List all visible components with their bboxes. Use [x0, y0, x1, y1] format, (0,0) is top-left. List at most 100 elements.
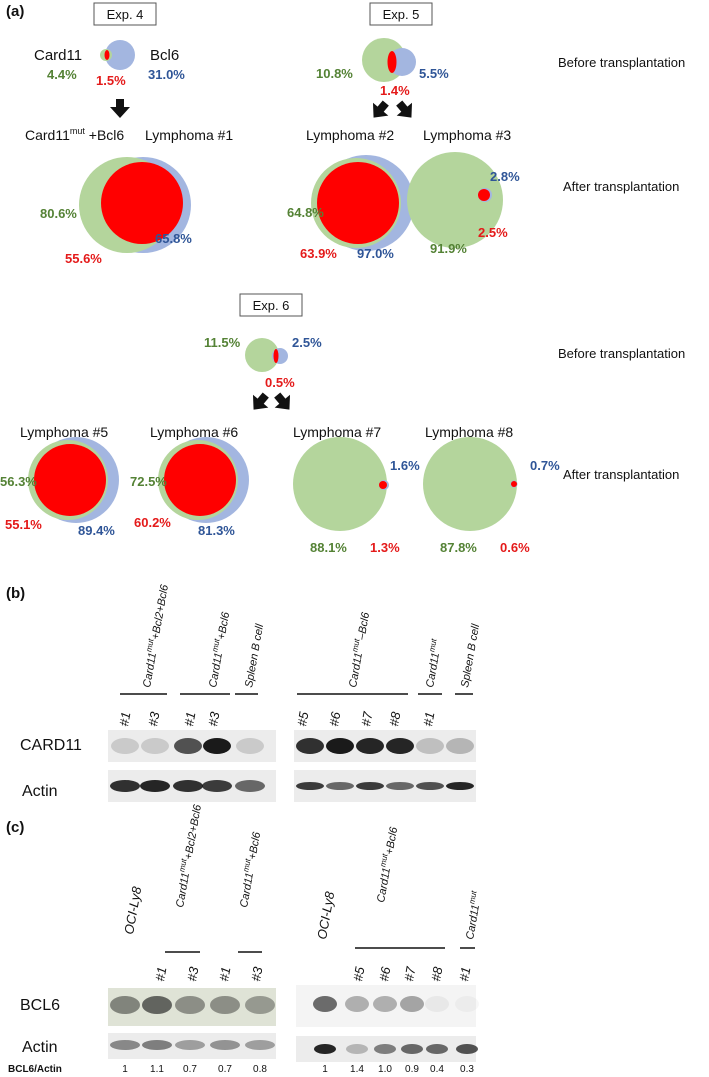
text-part: mut [70, 126, 86, 136]
group-label: Card11mut+Bcl2+Bcl6 [138, 582, 171, 688]
band [210, 996, 240, 1014]
band [356, 738, 384, 754]
band [142, 996, 172, 1014]
row-label: CARD11 [20, 737, 82, 754]
venn-circle [407, 152, 503, 248]
percentage: 11.5% [204, 335, 241, 350]
band [174, 738, 202, 754]
percentage: 63.9% [300, 246, 337, 261]
side-label: After transplantation [563, 467, 679, 482]
pct: 1.5% [96, 73, 126, 88]
group-label-part: Spleen B cell [459, 623, 482, 689]
ratio: 0.9 [405, 1064, 419, 1075]
group-label-part: mut [427, 637, 438, 652]
lane-label: #1 [216, 966, 233, 983]
text-part: Card11 [25, 127, 70, 143]
ratio: 1.1 [150, 1064, 164, 1075]
band [142, 1040, 172, 1050]
percentage: 55.6% [65, 251, 102, 266]
side-label: Before transplantation [558, 55, 685, 70]
group-label: OCI-Ly8 [121, 885, 144, 936]
box [239, 293, 303, 317]
arrow [110, 99, 130, 118]
band [356, 782, 384, 790]
group-label-part: Card11 [141, 652, 159, 689]
percentage: 60.2% [134, 515, 171, 530]
ratio: 1 [322, 1064, 328, 1075]
lane-label: #5 [350, 965, 367, 983]
band [326, 782, 354, 790]
lane-label: #6 [376, 965, 393, 983]
lane-label: #1 [181, 711, 198, 728]
ratio: 0.3 [460, 1064, 474, 1075]
band [314, 1044, 336, 1054]
band [416, 738, 444, 754]
lane-label: #8 [428, 965, 445, 983]
group-label-part: mut [467, 889, 478, 904]
group-label: Card11mut–Bcl6 [344, 610, 372, 688]
band [386, 782, 414, 790]
band [346, 1044, 368, 1054]
row-label: Actin [22, 1039, 58, 1056]
group-label-part: mut [144, 637, 155, 652]
arrow [391, 96, 420, 125]
lane-label: #5 [294, 710, 311, 728]
arrow [365, 96, 394, 125]
group-label: Spleen B cell [243, 623, 266, 689]
percentage: 80.6% [40, 206, 77, 221]
percentage: 2.8% [490, 169, 520, 184]
venn-circle [245, 338, 279, 372]
group-label-part: –Bcl6 [355, 611, 372, 642]
percentage: 91.9% [430, 241, 467, 256]
band [416, 782, 444, 790]
venn-circle [101, 162, 183, 244]
blot [294, 730, 476, 762]
venn-circle [511, 481, 517, 487]
percentage: 2.5% [292, 335, 322, 350]
band [235, 780, 265, 792]
band [202, 780, 232, 792]
group-label-part: Card11 [207, 652, 225, 689]
lane-label: #3 [184, 965, 201, 983]
pct: 4.4% [47, 67, 77, 82]
group-label-part: Card11 [174, 872, 192, 909]
exp-title: Exp. 4 [107, 7, 144, 22]
arrow [269, 388, 298, 417]
venn-blue [105, 40, 135, 70]
ratio: 1.0 [378, 1064, 392, 1075]
label: Lymphoma #7 [293, 424, 381, 440]
group-label-part: mut [378, 852, 389, 867]
lane-label: #8 [386, 710, 403, 728]
band [110, 996, 140, 1014]
label: Lymphoma #5 [20, 424, 108, 440]
venn-red [104, 50, 110, 60]
group-label-part: Card11 [464, 904, 482, 941]
percentage: 81.3% [198, 523, 235, 538]
group-label-part: Card11 [424, 652, 442, 689]
percentage: 55.1% [5, 517, 42, 532]
group-label: Card11mut+Bcl6 [372, 825, 400, 904]
percentage: 0.6% [500, 540, 530, 555]
percentage: 10.8% [316, 66, 353, 81]
group-label-part: +Bcl6 [247, 830, 264, 860]
percentage: 5.5% [419, 66, 449, 81]
label: Lymphoma #8 [425, 424, 513, 440]
band [456, 1044, 478, 1054]
text-part: +Bcl6 [85, 127, 125, 143]
band [455, 996, 479, 1012]
group-label-part: Card11 [238, 872, 256, 909]
percentage: 1.3% [370, 540, 400, 555]
row-label: Actin [22, 783, 58, 800]
band [345, 996, 369, 1012]
row-label: BCL6 [20, 997, 60, 1014]
band [326, 738, 354, 754]
lane-label: #1 [152, 966, 169, 983]
band [401, 1044, 423, 1054]
pct: 31.0% [148, 67, 185, 82]
venn-circle [379, 481, 387, 489]
blot [294, 770, 476, 802]
label: Lymphoma #3 [423, 127, 511, 143]
band [141, 738, 169, 754]
group-label-part: +Bcl6 [384, 825, 401, 855]
